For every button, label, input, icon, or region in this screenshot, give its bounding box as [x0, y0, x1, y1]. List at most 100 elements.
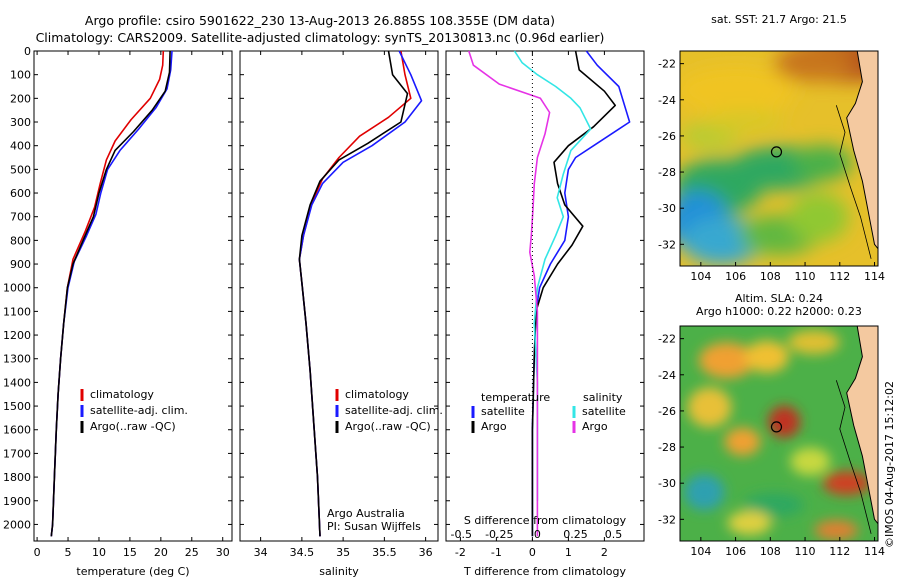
- salinity-xtick-label: 36: [419, 546, 433, 559]
- sst_map-xtick-label: 114: [864, 270, 885, 283]
- sla_map-cell: [787, 330, 840, 355]
- sla_map-cell: [822, 471, 871, 496]
- sst_map-cell: [792, 145, 853, 182]
- difference-xtick-label: 2: [601, 546, 608, 559]
- sst_map-cell: [773, 51, 854, 82]
- legend-label: climatology: [90, 388, 154, 401]
- sla_map-blobs: [684, 330, 871, 541]
- sst_map-ytick-label: -30: [658, 202, 676, 215]
- sst_map-frame: [679, 50, 879, 267]
- sst_map-ytick-label: -26: [658, 130, 676, 143]
- temperature-xlabel: temperature (deg C): [76, 565, 189, 578]
- sla_map-cell: [724, 427, 761, 456]
- legend-label: Argo(..raw -QC): [90, 420, 176, 433]
- temperature-xtick-label: 20: [154, 546, 168, 559]
- depth-tick-label: 900: [10, 258, 31, 271]
- depth-tick-label: 1300: [3, 353, 31, 366]
- temperature-series-climatology: [50, 50, 165, 537]
- temperature-xtick-label: 25: [185, 546, 199, 559]
- difference-x2tick-label: -0.5: [450, 528, 471, 541]
- difference-x2tick-label: 0: [534, 528, 541, 541]
- depth-tick-label: 200: [10, 92, 31, 105]
- sst_map-ytick-label: -22: [658, 58, 676, 71]
- temperature-xtick-label: 5: [65, 546, 72, 559]
- sla_map-ytick-label: -22: [658, 333, 676, 346]
- depth-tick-label: 0: [24, 45, 31, 58]
- difference-xlabel: T difference from climatology: [463, 565, 626, 578]
- sla_map-cell: [698, 342, 755, 379]
- sla_map-cell: [768, 405, 801, 438]
- chart-title-line1: Argo profile: csiro 5901622_230 13-Aug-2…: [84, 13, 556, 28]
- sst_map-cell: [704, 109, 785, 134]
- legend-heading-salinity: salinity: [583, 391, 623, 404]
- sla_map-xtick-label: 104: [690, 545, 711, 558]
- difference-frame: [445, 50, 645, 542]
- temperature-xtick-label: 0: [34, 546, 41, 559]
- depth-tick-label: 700: [10, 211, 31, 224]
- temperature-xtick-label: 10: [92, 546, 106, 559]
- legend-label: climatology: [345, 388, 409, 401]
- depth-tick-label: 1500: [3, 400, 31, 413]
- sst_map-cell: [680, 65, 796, 116]
- sst_map-isobath: [835, 105, 872, 259]
- depth-tick-label: 1800: [3, 471, 31, 484]
- sla_map-field: [680, 326, 878, 541]
- temperature-frame: [33, 50, 233, 542]
- sst_map-field: [680, 51, 878, 266]
- depth-tick-label: 400: [10, 140, 31, 153]
- legend-label: satellite: [582, 405, 626, 418]
- sst_map-xtick-label: 108: [760, 270, 781, 283]
- depth-tick-label: 100: [10, 69, 31, 82]
- difference-x2tick-label: 0.25: [563, 528, 588, 541]
- temperature-xtick-label: 30: [216, 546, 230, 559]
- depth-tick-label: 1700: [3, 447, 31, 460]
- sst_map-xtick-label: 104: [690, 270, 711, 283]
- sla_map-ytick-label: -28: [658, 441, 676, 454]
- sla_map-ytick-label: -32: [658, 513, 676, 526]
- depth-tick-label: 1000: [3, 282, 31, 295]
- depth-tick-label: 800: [10, 234, 31, 247]
- difference-x2tick-label: -0.25: [485, 528, 513, 541]
- sst_map-xtick-label: 110: [795, 270, 816, 283]
- difference-series-salinity-argo: [468, 50, 551, 537]
- salinity-xtick-label: 35: [336, 546, 350, 559]
- legend-label: Argo: [582, 420, 608, 433]
- sla_map-ytick-label: -24: [658, 369, 676, 382]
- pi-name-label: PI: Susan Wijffels: [327, 520, 421, 533]
- depth-tick-label: 1100: [3, 305, 31, 318]
- legend-label: Argo: [481, 420, 507, 433]
- sla_map-ytick-label: -30: [658, 477, 676, 490]
- depth-tick-label: 500: [10, 163, 31, 176]
- temperature-series-argo-raw-qc-: [50, 50, 171, 537]
- difference-series-temperature-argo: [531, 50, 617, 537]
- sst_map-blobs: [680, 51, 878, 265]
- sla_map-isobath: [835, 380, 872, 534]
- salinity-xtick-label: 34: [254, 546, 268, 559]
- sst_map-ytick-label: -24: [658, 94, 676, 107]
- sla_map-cell: [743, 492, 804, 517]
- difference-xtick-label: 1: [565, 546, 572, 559]
- depth-tick-label: 2000: [3, 518, 31, 531]
- depth-tick-label: 1600: [3, 424, 31, 437]
- sla-map-title: Altim. SLA: 0.24: [735, 292, 823, 305]
- sla_map-cell: [687, 387, 732, 428]
- legend-label: satellite: [481, 405, 525, 418]
- sla_map-frame: [679, 325, 879, 542]
- salinity-xtick-label: 35.5: [372, 546, 397, 559]
- legend-label: Argo(..raw -QC): [345, 420, 431, 433]
- chart-title-line2: Climatology: CARS2009. Satellite-adjuste…: [35, 30, 605, 45]
- sla_map-cell: [744, 340, 789, 373]
- sla_map-cell: [684, 474, 725, 511]
- depth-tick-label: 1400: [3, 376, 31, 389]
- salinity-xtick-label: 34.5: [290, 546, 315, 559]
- difference-x2label: S difference from climatology: [464, 514, 627, 527]
- float-program-label: Argo Australia: [327, 507, 405, 520]
- legend-label: satellite-adj. clim.: [345, 404, 443, 417]
- sst_map-ytick-label: -32: [658, 238, 676, 251]
- sla_map-ytick-label: -26: [658, 405, 676, 418]
- salinity-xlabel: salinity: [319, 565, 359, 578]
- difference-x2tick-label: 0.5: [605, 528, 623, 541]
- sst_map-profile-marker: [770, 146, 783, 158]
- difference-xtick-label: 0: [529, 546, 536, 559]
